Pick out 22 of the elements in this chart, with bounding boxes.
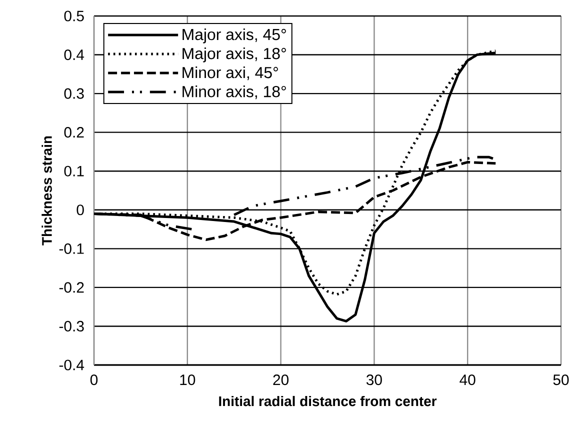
legend-label: Minor axi, 45° [182, 66, 278, 80]
legend-label: Major axis, 18° [182, 47, 286, 62]
y-tick-label: -0.4 [59, 360, 84, 370]
y-tick-label: -0.2 [59, 282, 84, 293]
y-tick-label: -0.3 [59, 320, 84, 332]
y-tick-label: 0 [76, 204, 84, 216]
y-tick-label: 0.3 [64, 88, 84, 99]
x-tick-label: 50 [553, 374, 569, 386]
x-tick-label: 10 [180, 374, 196, 386]
legend-label: Minor axis, 18° [182, 86, 286, 100]
y-tick-label: 0.5 [64, 10, 84, 22]
x-tick-label: 40 [460, 374, 476, 386]
y-tick-label: 0.1 [64, 166, 84, 176]
y-tick-label: 0.2 [64, 127, 84, 138]
y-axis-title: Thickness strain [42, 136, 52, 246]
x-tick-label: 0 [90, 374, 98, 386]
x-tick-label: 30 [366, 374, 382, 386]
y-tick-label: 0.4 [64, 49, 84, 60]
legend-label: Major axis, 45° [182, 28, 286, 44]
x-tick-label: 20 [273, 374, 289, 386]
y-tick-label: -0.1 [59, 243, 84, 254]
x-axis-title: Initial radial distance from center [219, 396, 437, 406]
